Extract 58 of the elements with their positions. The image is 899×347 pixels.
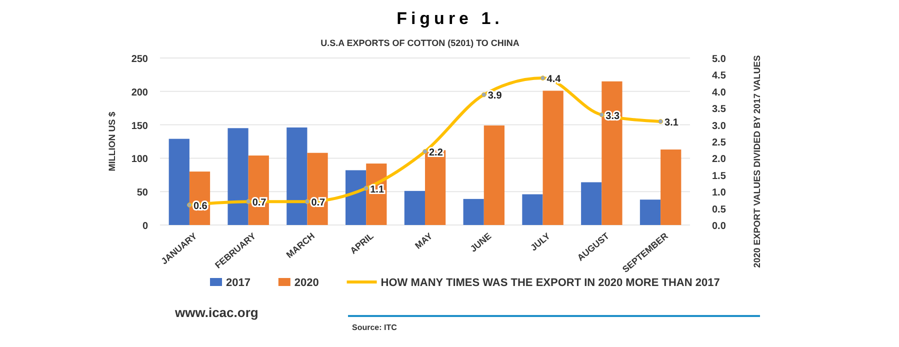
y2-tick-label: 0.5 xyxy=(712,204,726,216)
point xyxy=(599,112,604,118)
chart-title: Figure 1. xyxy=(396,9,504,28)
point xyxy=(304,199,310,204)
y2-tick-label: 1.5 xyxy=(712,170,726,182)
source-note: Source: ITC xyxy=(352,323,398,332)
bar xyxy=(404,190,425,225)
y2-tick-label: 0.0 xyxy=(712,221,726,232)
data-label: 1.1 xyxy=(370,184,384,196)
point xyxy=(246,199,251,204)
y2-tick-label: 4.0 xyxy=(712,87,726,98)
data-label: 0.7 xyxy=(252,198,267,209)
y2-tick-label: 2.5 xyxy=(712,138,726,148)
bar xyxy=(463,198,484,225)
legend-label: HOW MANY TIMES WAS THE EXPORT IN 2020 MORE THAN 2017 xyxy=(380,277,720,289)
data-label: 2.2 xyxy=(429,148,444,159)
bar xyxy=(307,152,328,225)
y2-tick-label: 3.5 xyxy=(712,104,726,116)
point xyxy=(186,202,192,208)
point xyxy=(422,149,428,154)
text: www.icac.org xyxy=(174,305,258,320)
bar xyxy=(286,127,308,225)
data-label: 0.7 xyxy=(311,198,326,209)
bar xyxy=(602,81,622,225)
y2-axis-title: 2020 EXPORT VALUES DIVIDED BY 2017 VALUES xyxy=(752,55,762,268)
data-label: 3.1 xyxy=(664,117,679,128)
y2-tick-label: 5.0 xyxy=(712,54,726,65)
bar xyxy=(581,182,602,225)
bar xyxy=(522,194,543,225)
bar xyxy=(228,128,248,225)
y2-tick-label: 3.0 xyxy=(712,120,726,132)
bar xyxy=(484,125,504,225)
chart-subtitle: U.S.A EXPORTS OF COTTON (5201) TO CHINA xyxy=(320,38,520,48)
data-label: 3.9 xyxy=(488,90,502,102)
legend-label: 2017 xyxy=(226,277,250,289)
data-label: 0.6 xyxy=(193,200,208,212)
y-tick-label: 0 xyxy=(142,221,148,232)
point xyxy=(481,92,486,98)
y-axis-title: MILLION US $ xyxy=(107,112,117,172)
bar xyxy=(168,138,190,225)
y2-tick-label: 2.0 xyxy=(712,154,726,166)
y-tick-label: 100 xyxy=(131,154,148,166)
y-tick-label: 50 xyxy=(136,188,148,199)
point xyxy=(540,76,546,80)
y-tick-label: 200 xyxy=(131,87,148,98)
bar xyxy=(660,150,682,225)
point xyxy=(364,186,369,191)
bar xyxy=(640,200,661,225)
legend-label: 2020 xyxy=(294,277,319,289)
y-tick-label: 250 xyxy=(131,54,148,65)
y2-tick-label: 4.5 xyxy=(712,70,726,82)
y2-tick-label: 1.0 xyxy=(712,188,726,199)
bar xyxy=(542,90,564,225)
data-label: 3.3 xyxy=(606,110,620,122)
y-tick-label: 150 xyxy=(131,120,148,132)
bar xyxy=(346,170,366,225)
point xyxy=(658,119,664,124)
bar xyxy=(425,150,446,225)
